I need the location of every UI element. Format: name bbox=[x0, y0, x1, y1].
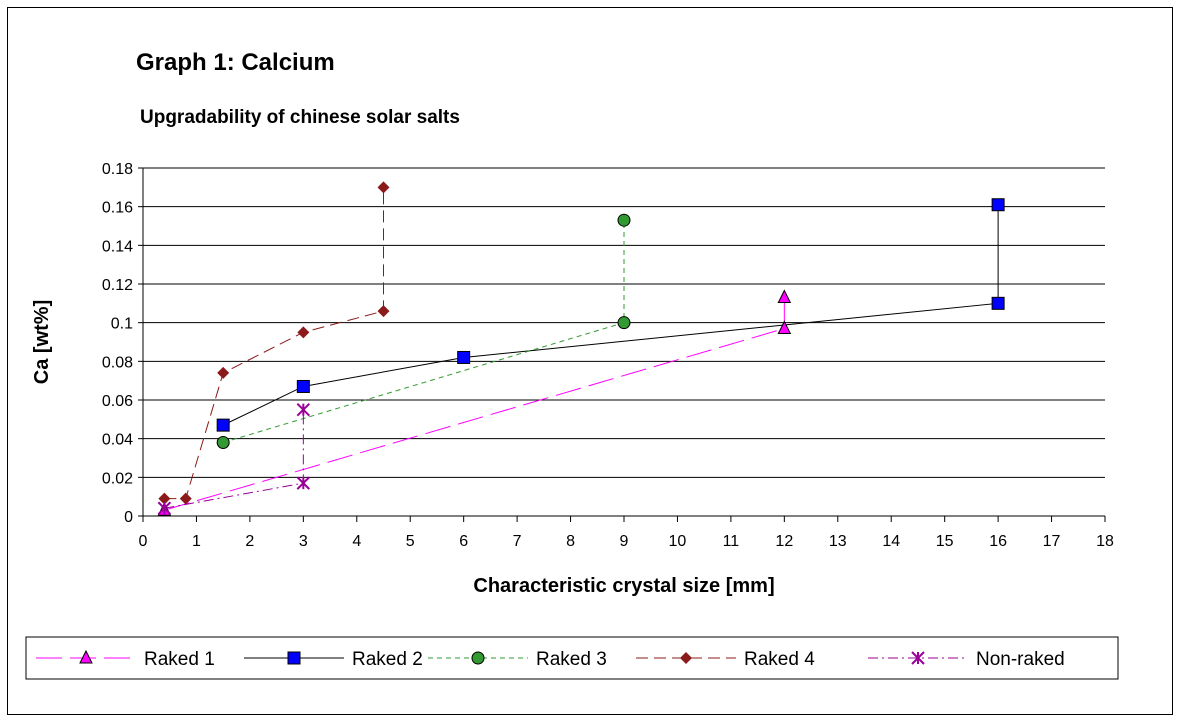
x-tick-label: 11 bbox=[723, 533, 740, 550]
data-point-raked-3 bbox=[216, 436, 230, 450]
x-tick-label: 8 bbox=[566, 533, 575, 550]
series-line-raked-4 bbox=[164, 187, 384, 500]
legend-item-raked-1: Raked 1 bbox=[36, 649, 215, 670]
y-tick-label: 0.12 bbox=[102, 277, 133, 294]
data-point-raked-4 bbox=[217, 366, 230, 379]
x-tick-label: 12 bbox=[775, 533, 793, 550]
data-point-raked-2 bbox=[296, 379, 310, 393]
legend: Raked 1 Raked 2 Raked 3 Raked 4 Non-raked bbox=[25, 636, 1119, 680]
x-tick-label: 3 bbox=[299, 533, 308, 550]
x-tick-label: 10 bbox=[669, 533, 687, 550]
data-point-non-raked bbox=[157, 501, 172, 515]
data-point-raked-3 bbox=[617, 213, 631, 227]
data-point-raked-2 bbox=[991, 296, 1005, 310]
x-tick-label: 4 bbox=[352, 533, 361, 550]
data-point-raked-4 bbox=[377, 181, 390, 194]
legend-item-raked-3: Raked 3 bbox=[428, 649, 607, 670]
x-tick-label: 7 bbox=[513, 533, 522, 550]
legend-label-raked-1: Raked 1 bbox=[144, 649, 215, 670]
axes bbox=[138, 167, 1106, 522]
x-tick-label: 15 bbox=[936, 533, 954, 550]
legend-marker-raked-4 bbox=[680, 652, 692, 664]
series-line-raked-1 bbox=[164, 327, 785, 511]
y-tick-label: 0.08 bbox=[102, 354, 133, 371]
x-tick-label: 6 bbox=[459, 533, 468, 550]
legend-item-non-raked: Non-raked bbox=[868, 649, 1065, 670]
data-point-raked-2 bbox=[991, 198, 1005, 212]
legend-label-raked-4: Raked 4 bbox=[744, 649, 815, 670]
legend-marker-non-raked bbox=[911, 651, 925, 665]
y-tick-labels: 0 0.02 0.04 0.06 0.08 0.1 0.12 0.14 0.16 0.18 bbox=[102, 161, 133, 526]
legend-label-non-raked: Non-raked bbox=[976, 649, 1065, 670]
x-tick-labels: 0 1 2 3 4 5 6 7 8 9 10 11 12 13 14 15 16 17 18 bbox=[139, 533, 1114, 550]
x-tick-label: 18 bbox=[1096, 533, 1114, 550]
y-axis-title: Ca [wt%] bbox=[31, 300, 53, 384]
series-markers bbox=[157, 181, 1005, 516]
x-tick-label: 1 bbox=[192, 533, 201, 550]
plot-area: 0 1 2 3 4 5 6 7 8 9 10 11 12 13 14 15 16 17 18 00.020.040.… bbox=[102, 161, 1114, 550]
data-point-raked-1 bbox=[777, 320, 792, 334]
data-point-raked-4 bbox=[377, 305, 390, 318]
data-point-non-raked bbox=[296, 402, 311, 417]
data-point-raked-2 bbox=[216, 418, 230, 432]
x-tick-label: 16 bbox=[989, 533, 1007, 550]
y-tick-label: 0.04 bbox=[102, 432, 133, 449]
y-tick-label: 0.14 bbox=[102, 238, 133, 255]
legend-label-raked-3: Raked 3 bbox=[536, 649, 607, 670]
data-point-raked-4 bbox=[297, 326, 310, 339]
x-tick-label: 17 bbox=[1043, 533, 1061, 550]
x-tick-label: 2 bbox=[245, 533, 254, 550]
data-point-non-raked bbox=[296, 476, 311, 490]
y-tick-label: 0 bbox=[124, 509, 133, 526]
x-tick-label: 9 bbox=[620, 533, 629, 550]
y-tick-label: 0.1 bbox=[111, 316, 133, 333]
legend-marker-raked-1 bbox=[79, 649, 93, 664]
y-tick-label: 0.02 bbox=[102, 470, 133, 487]
y-tick-label: 0.06 bbox=[102, 393, 133, 410]
legend-label-raked-2: Raked 2 bbox=[352, 649, 423, 670]
x-tick-label: 0 bbox=[139, 533, 148, 550]
legend-marker-raked-2 bbox=[287, 651, 301, 665]
chart-title: Graph 1: Calcium bbox=[136, 49, 335, 76]
y-tick-label: 0.16 bbox=[102, 200, 133, 217]
x-tick-label: 5 bbox=[406, 533, 415, 550]
x-axis-title: Characteristic crystal size [mm] bbox=[473, 575, 774, 597]
x-tick-label: 13 bbox=[829, 533, 847, 550]
legend-item-raked-2: Raked 2 bbox=[244, 649, 423, 670]
y-tick-label: 0.18 bbox=[102, 161, 133, 178]
legend-marker-raked-3 bbox=[471, 651, 485, 665]
x-tick-label: 14 bbox=[882, 533, 900, 550]
data-point-raked-4 bbox=[179, 492, 192, 505]
data-point-raked-1 bbox=[777, 289, 792, 304]
data-point-raked-3 bbox=[617, 316, 631, 330]
data-point-raked-2 bbox=[457, 350, 471, 364]
data-point-raked-4 bbox=[158, 492, 171, 505]
chart-subtitle: Upgradability of chinese solar salts bbox=[140, 107, 460, 128]
legend-item-raked-4: Raked 4 bbox=[636, 649, 815, 670]
